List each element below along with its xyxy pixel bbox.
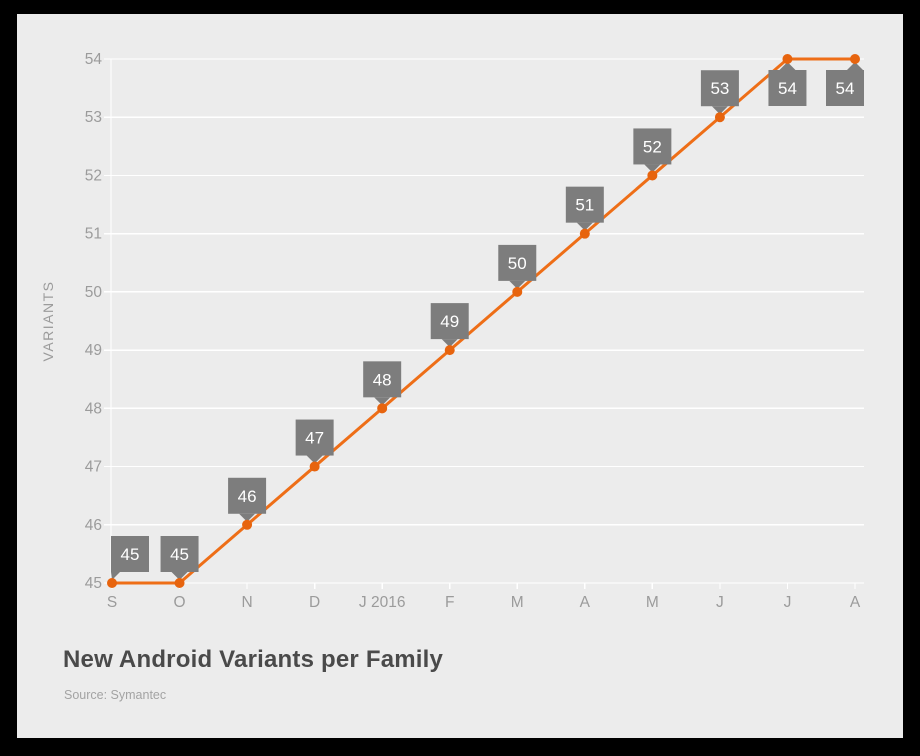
data-label-value: 54 — [778, 79, 797, 98]
x-axis-tick-label: F — [445, 594, 454, 611]
callout-pointer — [711, 106, 728, 115]
data-label-value: 52 — [643, 137, 662, 156]
chart-source: Source: Symantec — [64, 688, 167, 702]
data-point-marker — [444, 345, 455, 356]
callout-box — [160, 536, 199, 572]
y-axis-title: VARIANTS — [40, 281, 56, 362]
callout-box — [826, 70, 864, 106]
data-label-callout: 48 — [363, 361, 402, 406]
data-label-value: 47 — [305, 429, 324, 448]
y-axis-tick-label: 54 — [85, 51, 103, 68]
data-label-callout: 45 — [160, 536, 199, 580]
data-label-callout: 46 — [228, 477, 267, 522]
y-axis-tick-label: 49 — [85, 342, 102, 359]
data-label-value: 45 — [121, 545, 140, 564]
callout-box — [633, 128, 672, 165]
callout-box — [498, 244, 537, 281]
data-label-callout: 47 — [295, 419, 334, 464]
data-label-callout: 54 — [826, 62, 864, 106]
data-label-value: 50 — [508, 254, 527, 273]
y-axis-tick-label: 46 — [85, 517, 102, 534]
callout-box — [565, 186, 604, 223]
y-axis-tick-label: 53 — [85, 109, 102, 126]
callout-box — [700, 70, 739, 107]
data-point-marker — [309, 461, 320, 472]
callout-box — [295, 419, 334, 456]
y-axis-tick-label: 50 — [85, 284, 103, 301]
callout-pointer — [509, 280, 526, 289]
data-label-value: 49 — [440, 312, 459, 331]
callout-box — [768, 70, 807, 106]
chart-canvas: 45 46 47 48 49 50 51 52 53 54 S O N D J 2016 F M A M J J A VAR… — [40, 51, 864, 611]
data-label-value: 51 — [575, 196, 594, 215]
data-point-marker — [579, 228, 590, 239]
data-label-callout: 51 — [565, 186, 604, 231]
data-label-value: 45 — [170, 545, 189, 564]
data-label-value: 48 — [373, 370, 392, 389]
callout-pointer — [239, 513, 256, 522]
x-axis-tick-label: N — [241, 594, 252, 611]
callout-pointer — [644, 164, 661, 173]
x-axis-tick-label: S — [107, 594, 117, 611]
callout-pointer — [576, 222, 593, 231]
data-point-marker — [107, 578, 117, 588]
chart-card: 45 46 47 48 49 50 51 52 53 54 S O N D J 2016 F M A M J J A VAR… — [17, 14, 903, 738]
x-axis-tick-label: J 2016 — [359, 594, 406, 611]
data-label-value: 54 — [836, 79, 855, 98]
y-axis-tick-label: 48 — [85, 400, 102, 417]
callout-pointer — [779, 62, 796, 70]
callout-pointer — [847, 62, 863, 70]
data-label-callout: 50 — [498, 244, 537, 289]
x-axis-tick-label: O — [174, 594, 186, 611]
callout-pointer — [374, 397, 391, 406]
y-axis-tick-label: 45 — [85, 575, 102, 592]
callout-box — [430, 303, 469, 340]
x-axis-tick-label: A — [850, 594, 861, 611]
data-point-marker — [850, 54, 860, 64]
data-label-callout: 45 — [111, 536, 149, 580]
y-axis-tick-label: 47 — [85, 459, 102, 476]
data-label-callout: 54 — [768, 62, 807, 106]
data-label-value: 53 — [710, 79, 729, 98]
data-label-value: 46 — [238, 487, 257, 506]
x-axis-tick-label: A — [580, 594, 591, 611]
data-point-marker — [714, 112, 725, 123]
data-label-callout: 53 — [700, 70, 739, 115]
callout-box — [228, 477, 267, 514]
data-point-marker — [647, 170, 658, 181]
callout-pointer — [111, 572, 120, 580]
x-axis-tick-label: M — [646, 594, 659, 611]
callout-box — [111, 536, 149, 572]
y-axis-tick-label: 51 — [85, 226, 102, 243]
data-point-marker — [174, 578, 185, 588]
callout-box — [363, 361, 402, 398]
data-point-marker — [377, 403, 388, 414]
y-axis-tick-label: 52 — [85, 167, 102, 184]
callout-pointer — [171, 572, 188, 580]
data-point-marker — [512, 286, 523, 297]
data-label-callout: 49 — [430, 303, 469, 348]
data-point-marker — [782, 54, 793, 64]
callout-pointer — [306, 455, 323, 464]
data-line — [110, 57, 857, 585]
x-axis-tick-label: J — [784, 594, 792, 611]
x-axis-tick-label: M — [511, 594, 524, 611]
x-axis-tick-label: D — [309, 594, 320, 611]
x-axis-tick-label: J — [716, 594, 724, 611]
callout-pointer — [441, 339, 458, 348]
data-label-callout: 52 — [633, 128, 672, 173]
chart-title: New Android Variants per Family — [63, 646, 444, 673]
data-point-marker — [242, 519, 253, 530]
